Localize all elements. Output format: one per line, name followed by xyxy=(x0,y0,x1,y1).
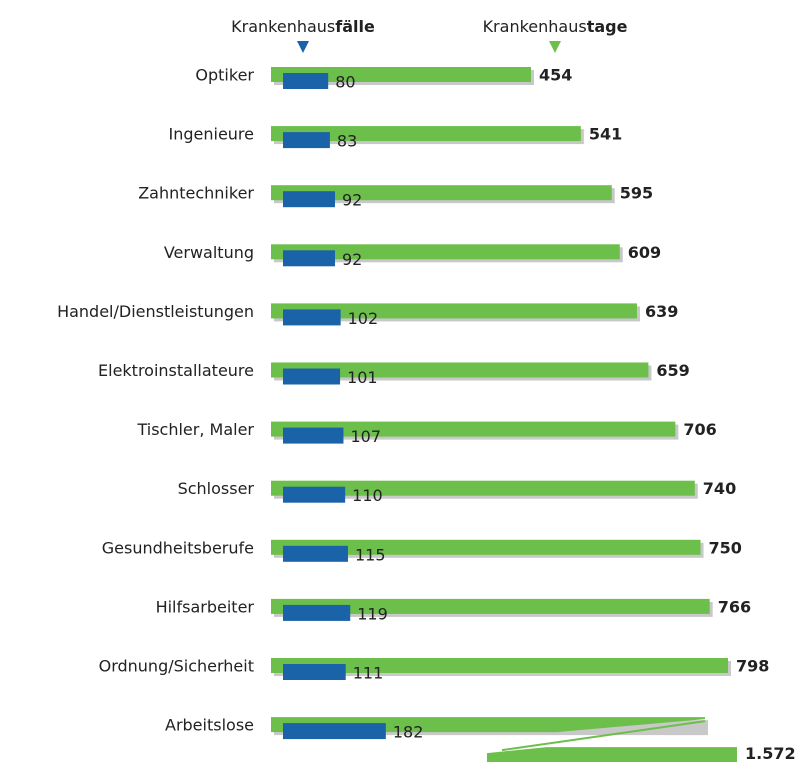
bar xyxy=(283,309,341,326)
bar xyxy=(487,747,737,762)
value-label: 92 xyxy=(342,191,362,210)
value-label: 798 xyxy=(736,657,769,676)
category-label: Elektroinstallateure xyxy=(98,361,254,380)
bar xyxy=(271,67,532,82)
value-label: 115 xyxy=(355,545,386,564)
category-label: Ordnung/Sicherheit xyxy=(99,657,254,676)
category-label: Zahntechniker xyxy=(138,184,254,203)
bar xyxy=(283,427,344,444)
value-label: 639 xyxy=(645,302,678,321)
category-label: Verwaltung xyxy=(164,243,254,262)
value-label: 101 xyxy=(347,368,378,387)
value-label: 111 xyxy=(353,664,384,683)
value-label: 110 xyxy=(352,486,383,505)
value-label: 609 xyxy=(628,243,661,262)
legend-label: Krankenhausfälle xyxy=(231,17,375,36)
value-label: 92 xyxy=(342,250,362,269)
bar xyxy=(271,185,612,201)
value-label: 766 xyxy=(718,597,751,616)
value-label: 119 xyxy=(357,604,388,623)
value-label: 1.572 xyxy=(745,744,796,762)
bar xyxy=(283,604,351,621)
value-label: 102 xyxy=(348,309,379,328)
bar xyxy=(283,486,346,503)
bar xyxy=(283,368,341,385)
legend-marker xyxy=(297,41,309,53)
category-label: Handel/Dienstleistungen xyxy=(57,302,254,321)
bar xyxy=(271,598,710,614)
category-label: Gesundheitsberufe xyxy=(102,538,254,557)
bar xyxy=(271,539,701,555)
value-label: 541 xyxy=(589,125,622,144)
legend-label-part: tage xyxy=(587,17,628,36)
value-label: 83 xyxy=(337,132,357,151)
legend-label: Krankenhaustage xyxy=(483,17,628,36)
break-line xyxy=(501,720,706,752)
bar xyxy=(283,723,386,740)
value-label: 595 xyxy=(620,184,653,203)
bar xyxy=(271,244,620,260)
legend-label-part: Krankenhaus xyxy=(231,17,335,36)
bar xyxy=(283,73,329,89)
category-label: Schlosser xyxy=(178,479,255,498)
bar xyxy=(283,250,335,267)
value-label: 107 xyxy=(350,427,381,446)
category-label: Optiker xyxy=(195,66,254,85)
bar xyxy=(271,126,581,142)
bar xyxy=(271,421,676,437)
category-label: Tischler, Maler xyxy=(136,420,254,439)
legend-marker xyxy=(549,41,561,53)
value-label: 659 xyxy=(656,361,689,380)
bar xyxy=(283,132,330,149)
value-label: 706 xyxy=(683,420,716,439)
value-label: 454 xyxy=(539,66,572,85)
value-label: 740 xyxy=(703,479,736,498)
value-label: 750 xyxy=(709,538,742,557)
category-label: Arbeitslose xyxy=(165,716,254,735)
category-label: Hilfsarbeiter xyxy=(156,597,255,616)
value-label: 182 xyxy=(393,723,424,742)
bar xyxy=(271,480,695,496)
bar xyxy=(271,658,729,673)
category-label: Ingenieure xyxy=(169,125,255,144)
legend-label-part: fälle xyxy=(335,17,375,36)
bar xyxy=(283,191,335,208)
legend-label-part: Krankenhaus xyxy=(483,17,587,36)
bar xyxy=(283,664,346,680)
bar xyxy=(283,545,348,562)
bar xyxy=(271,303,637,319)
bar xyxy=(271,362,649,378)
value-label: 80 xyxy=(335,73,355,92)
